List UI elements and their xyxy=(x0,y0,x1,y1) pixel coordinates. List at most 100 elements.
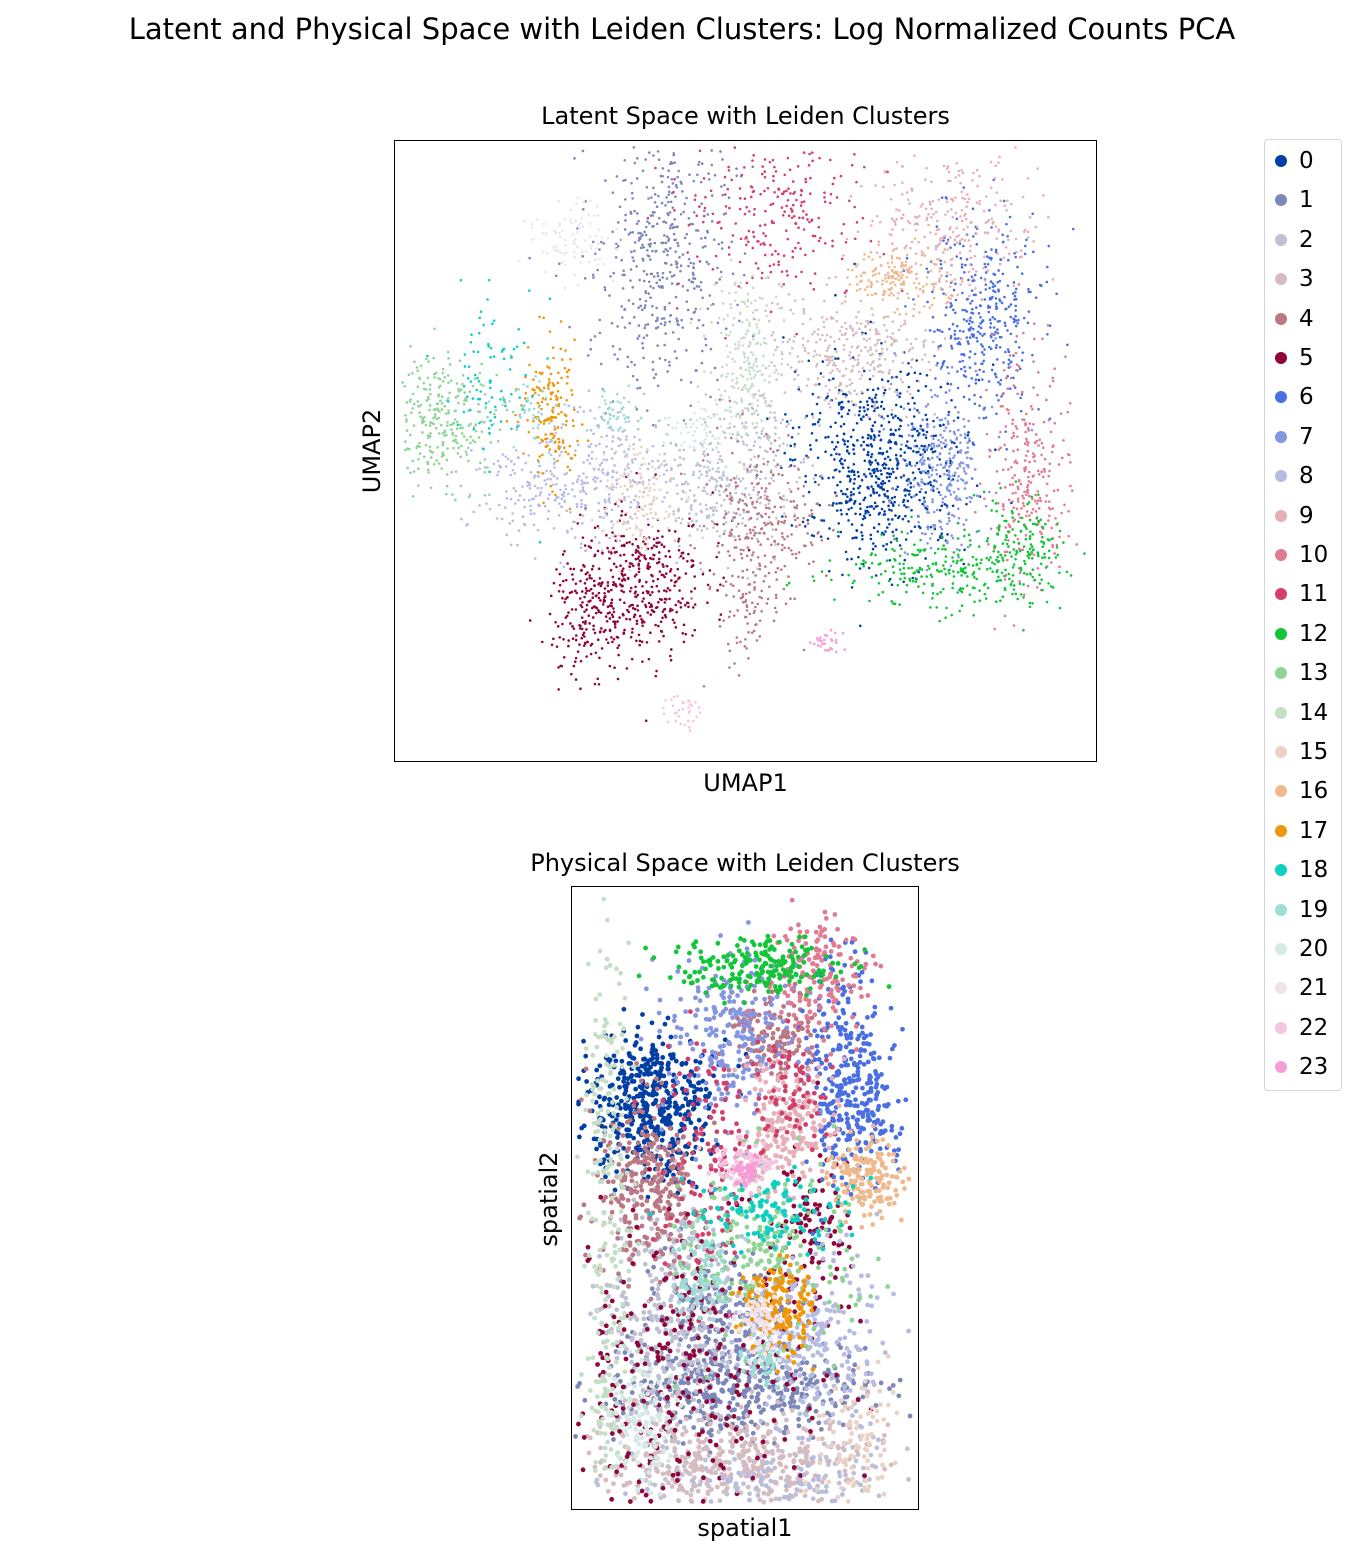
point xyxy=(1028,601,1032,605)
point xyxy=(691,519,694,523)
point xyxy=(857,413,861,417)
point xyxy=(1032,337,1036,341)
point xyxy=(998,298,1001,301)
point xyxy=(987,558,991,562)
point xyxy=(847,390,851,393)
point xyxy=(600,647,604,650)
point xyxy=(635,265,638,268)
point xyxy=(1060,511,1063,515)
point xyxy=(850,586,854,589)
point xyxy=(952,308,955,312)
point xyxy=(925,418,929,421)
point xyxy=(861,271,865,275)
point xyxy=(1017,365,1021,368)
point xyxy=(668,588,672,592)
point xyxy=(774,454,778,457)
point xyxy=(679,212,683,216)
point xyxy=(994,448,997,452)
point xyxy=(718,278,722,281)
point xyxy=(802,200,806,203)
point xyxy=(1014,297,1018,301)
point xyxy=(797,385,801,389)
point xyxy=(738,513,742,517)
point xyxy=(754,574,757,577)
point xyxy=(911,425,915,429)
point xyxy=(736,303,739,307)
point xyxy=(870,575,874,579)
point xyxy=(797,388,801,391)
point xyxy=(970,457,974,461)
point xyxy=(953,238,956,242)
point xyxy=(815,362,819,366)
point xyxy=(727,246,731,249)
point xyxy=(505,490,508,493)
point xyxy=(582,644,586,647)
point xyxy=(874,327,878,331)
point xyxy=(753,586,756,589)
point xyxy=(553,425,556,428)
point xyxy=(647,462,651,466)
point xyxy=(1023,418,1026,422)
point xyxy=(983,497,986,501)
point xyxy=(969,244,972,248)
point xyxy=(965,298,969,301)
point xyxy=(1006,234,1009,238)
point xyxy=(701,220,705,224)
point xyxy=(817,382,821,386)
point xyxy=(995,343,998,347)
point xyxy=(717,470,721,474)
point xyxy=(933,354,936,358)
point xyxy=(950,365,954,369)
point xyxy=(940,504,944,508)
point xyxy=(876,387,880,390)
point xyxy=(594,252,597,255)
point xyxy=(411,392,415,396)
point xyxy=(1037,407,1040,411)
point xyxy=(907,361,910,365)
point xyxy=(920,568,924,571)
point xyxy=(747,493,751,496)
point xyxy=(875,467,879,471)
point xyxy=(650,502,653,506)
point xyxy=(584,492,588,496)
point xyxy=(828,559,832,562)
point xyxy=(433,376,436,379)
point xyxy=(951,582,955,585)
point xyxy=(1031,522,1035,526)
point xyxy=(730,178,734,182)
point xyxy=(646,467,650,471)
point xyxy=(983,255,986,259)
point xyxy=(1008,387,1012,390)
point xyxy=(768,482,771,485)
point xyxy=(690,597,693,600)
point xyxy=(1047,519,1050,522)
point xyxy=(766,597,770,601)
point xyxy=(818,396,821,399)
point xyxy=(1054,556,1058,559)
point xyxy=(572,406,576,409)
point xyxy=(683,472,687,476)
point xyxy=(912,415,916,418)
point xyxy=(737,507,740,511)
point xyxy=(815,353,818,357)
point xyxy=(869,363,872,367)
point xyxy=(558,636,562,639)
point xyxy=(742,508,745,512)
point xyxy=(932,523,935,527)
point xyxy=(1020,507,1023,510)
point xyxy=(741,576,745,579)
point xyxy=(654,674,658,678)
point xyxy=(958,609,961,613)
point xyxy=(752,235,756,238)
point xyxy=(948,452,951,455)
point xyxy=(692,311,696,314)
point xyxy=(859,349,863,353)
point xyxy=(1044,522,1047,526)
point xyxy=(500,517,504,521)
point xyxy=(1029,530,1032,533)
point xyxy=(1026,491,1030,495)
point xyxy=(974,369,978,373)
point xyxy=(1003,485,1007,489)
point xyxy=(949,463,953,467)
point xyxy=(906,499,910,503)
